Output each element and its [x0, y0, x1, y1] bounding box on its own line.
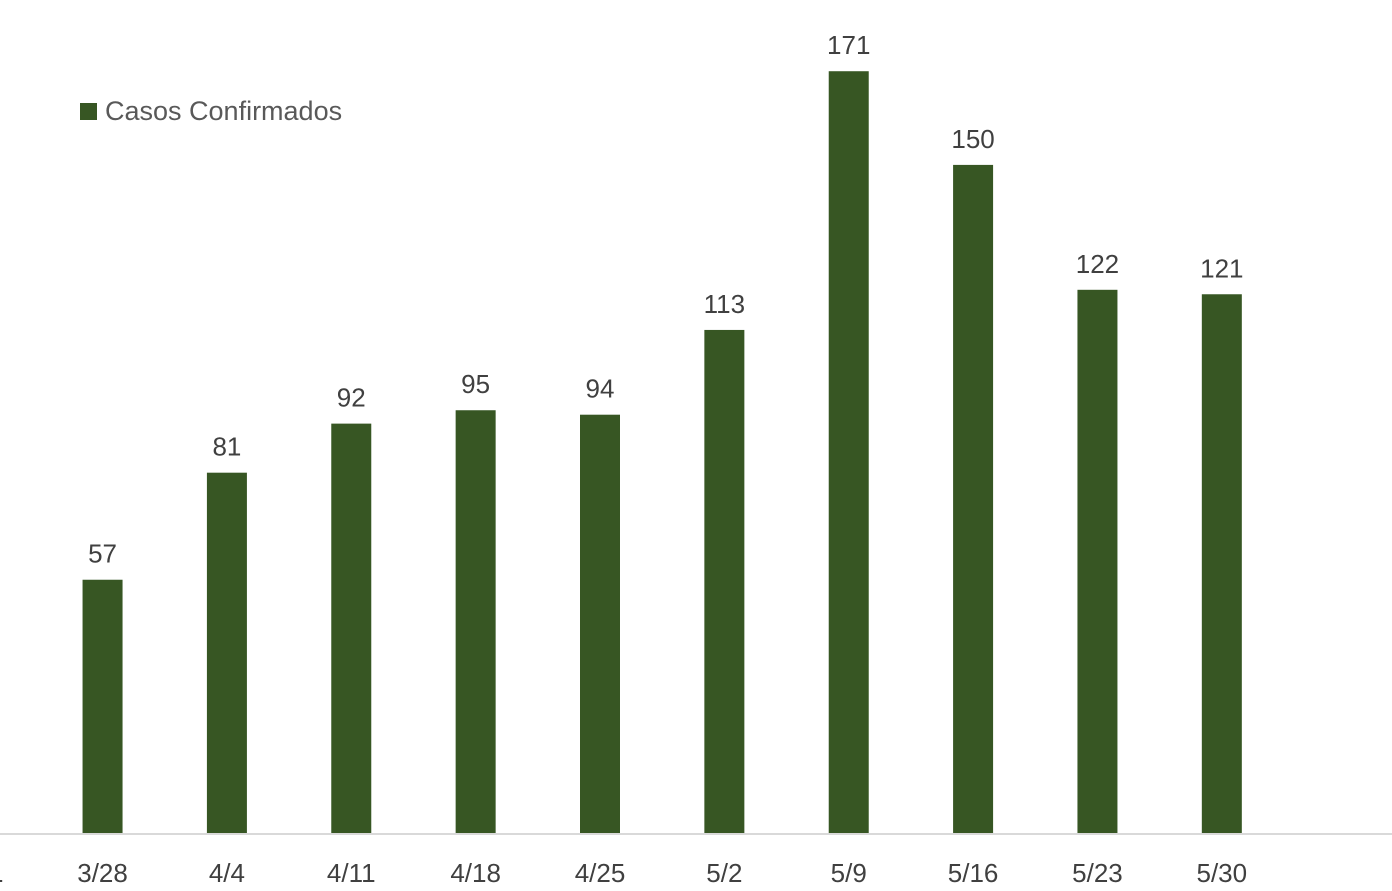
data-label-3-28: 57	[88, 539, 117, 569]
bar-5-9	[828, 71, 869, 835]
x-tick-label-3-21: 3/21	[0, 858, 3, 886]
data-label-5-23: 122	[1076, 249, 1119, 279]
x-tick-label-5-9: 5/9	[831, 858, 867, 886]
data-labels-layer: 205781929594113171150122121	[88, 30, 1243, 569]
x-tick-label-4-25: 4/25	[575, 858, 626, 886]
bar-5-16	[953, 164, 994, 834]
bar-5-30	[1201, 294, 1242, 834]
x-tick-label-4-11: 4/11	[327, 858, 376, 886]
bar-3-28	[82, 579, 123, 834]
bar-4-4	[206, 472, 247, 834]
x-tick-label-5-23: 5/23	[1072, 858, 1123, 886]
bar-5-2	[704, 329, 745, 834]
data-label-5-30: 121	[1200, 253, 1243, 283]
data-label-4-4: 81	[212, 432, 241, 462]
x-tick-label-3-28: 3/28	[77, 858, 128, 886]
x-tick-label-4-18: 4/18	[450, 858, 501, 886]
bars-layer	[82, 71, 1242, 835]
x-tick-label-5-16: 5/16	[948, 858, 999, 886]
bar-4-11	[331, 423, 372, 834]
legend-swatch-casos-confirmados	[80, 103, 97, 120]
x-tick-label-4-4: 4/4	[209, 858, 245, 886]
data-label-5-9: 171	[827, 30, 870, 60]
data-label-4-11: 92	[337, 383, 366, 413]
data-label-5-16: 150	[951, 124, 994, 154]
bar-5-23	[1077, 289, 1118, 834]
bar-4-25	[580, 414, 620, 834]
x-tick-labels-layer: 3/21 3/28 4/4 4/11 4/18 4/25 5/2 5/9 5/16 5/23 5/3…	[0, 858, 1248, 888]
data-label-5-2: 113	[704, 289, 745, 319]
legend-label-casos-confirmados: Casos Confirmados	[105, 96, 343, 126]
data-label-4-18: 95	[461, 369, 490, 399]
data-label-4-25: 94	[586, 374, 615, 404]
bar-4-18	[455, 410, 496, 834]
x-tick-label-5-30: 5/30	[1197, 858, 1248, 886]
legend: Casos Confirmados	[80, 98, 342, 125]
x-tick-label-5-2: 5/2	[706, 858, 742, 886]
